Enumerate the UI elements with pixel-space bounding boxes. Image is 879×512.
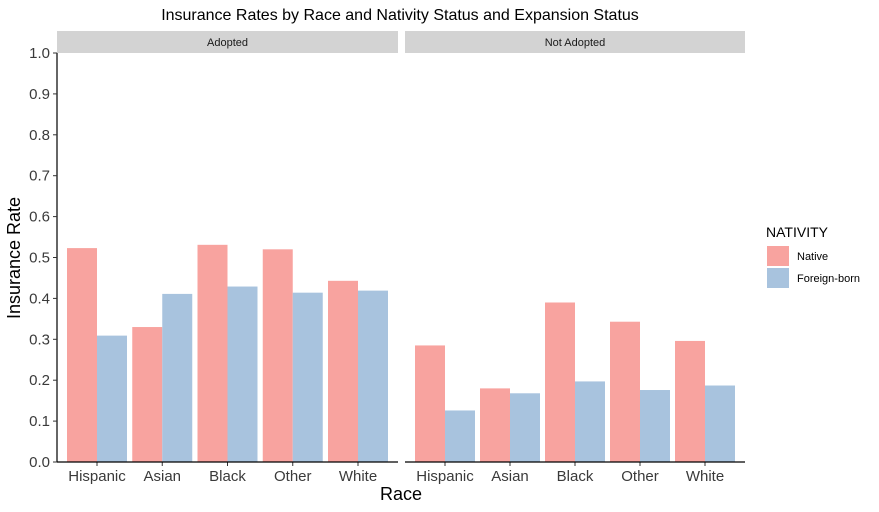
x-tick-label: Black	[209, 468, 246, 485]
y-tick-label: 0.6	[29, 209, 50, 226]
x-tick-label: Asian	[491, 468, 529, 485]
bar-foreign-born	[705, 385, 735, 462]
facet-strip-label: Adopted	[207, 37, 248, 49]
bar-foreign-born	[640, 390, 670, 462]
bar-native	[197, 244, 228, 462]
bar-native	[545, 302, 575, 462]
x-tick-label: Other	[621, 468, 659, 485]
bar-native	[415, 345, 445, 462]
bar-foreign-born	[227, 286, 258, 462]
facet-strip	[405, 31, 745, 53]
bar-foreign-born	[292, 292, 323, 462]
legend-key	[767, 268, 789, 288]
y-tick-label: 0.7	[29, 168, 50, 185]
bar-native	[67, 248, 97, 462]
y-tick-label: 0.8	[29, 127, 50, 144]
y-tick-label: 0.4	[29, 290, 50, 307]
bar-native	[328, 280, 358, 462]
facet-strip-label: Not Adopted	[545, 37, 606, 49]
bar-native	[610, 321, 640, 462]
bar-native	[262, 249, 293, 462]
x-axis-title: Race	[380, 484, 422, 504]
y-tick-label: 0.2	[29, 372, 50, 389]
x-tick-label: Black	[557, 468, 594, 485]
x-tick-label: Hispanic	[416, 468, 474, 485]
x-tick-label: Asian	[143, 468, 181, 485]
y-tick-label: 0.0	[29, 454, 50, 471]
y-tick-label: 0.3	[29, 331, 50, 348]
bar-foreign-born	[162, 293, 193, 462]
x-tick-label: White	[339, 468, 377, 485]
legend-key	[767, 246, 789, 266]
bar-foreign-born	[97, 335, 127, 462]
facet-panel: Not Adopted Hispanic Asian Black Other White	[405, 31, 745, 485]
legend-label: Foreign-born	[797, 273, 860, 285]
x-tick-label: Other	[274, 468, 312, 485]
bar-foreign-born	[358, 290, 388, 462]
y-axis: 0.0 0.1 0.2 0.3 0.4 0.5 0.6 0.7 0.8 0.9 1.0	[29, 45, 58, 471]
bar-foreign-born	[445, 410, 475, 462]
x-tick-label: Hispanic	[68, 468, 126, 485]
legend: NATIVITY Native Foreign-born	[766, 224, 860, 288]
bar-native	[132, 327, 163, 462]
y-tick-label: 0.9	[29, 86, 50, 103]
bar-foreign-born	[575, 381, 605, 462]
legend-items: Native Foreign-born	[767, 246, 860, 288]
legend-title: NATIVITY	[766, 224, 829, 240]
bar-native	[480, 388, 510, 462]
y-tick-label: 1.0	[29, 45, 50, 62]
bar-foreign-born	[510, 393, 540, 462]
y-axis-title: Insurance Rate	[4, 197, 24, 319]
y-tick-label: 0.5	[29, 250, 50, 267]
chart-title: Insurance Rates by Race and Nativity Sta…	[161, 7, 639, 24]
bar-native	[675, 340, 705, 462]
facet-strip	[57, 31, 398, 53]
legend-label: Native	[797, 251, 828, 263]
facet-panel: Adopted Hispanic Asian Black Other White	[57, 31, 398, 485]
x-tick-label: White	[686, 468, 724, 485]
y-tick-label: 0.1	[29, 413, 50, 430]
